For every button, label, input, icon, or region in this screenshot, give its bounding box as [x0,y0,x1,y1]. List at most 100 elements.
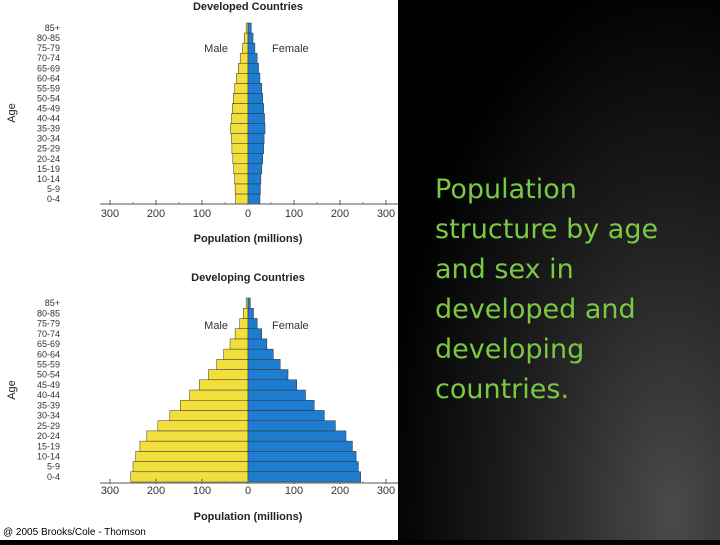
male-bar [235,193,249,205]
female-bar [247,143,264,154]
age-group-label: 45-49 [37,380,60,390]
age-group-label: 30-34 [37,134,60,144]
age-group-label: 20-24 [37,154,60,164]
female-bar [247,173,262,185]
male-bar [135,451,249,462]
male-bar [236,73,249,84]
female-bar [247,420,336,432]
female-bar [247,103,264,114]
x-tick-label: 0 [245,485,251,497]
age-group-label: 5-9 [47,462,60,472]
age-group-label: 40-44 [37,114,60,124]
male-bar [234,183,249,195]
male-bar [234,83,249,94]
x-tick-label: 0 [245,208,251,220]
male-bar [216,359,249,370]
age-group-label: 0-4 [47,194,60,204]
male-bar [230,123,249,134]
female-bar [247,318,258,329]
male-bar [244,32,249,44]
female-bar [247,379,298,391]
x-tick-label: 100 [285,208,303,220]
age-group-label: 45-49 [37,103,60,113]
chart-title: Developed Countries [193,1,303,13]
female-bar [247,83,263,94]
female-bar [247,32,254,44]
age-group-label: 60-64 [37,73,60,83]
male-bar [234,328,249,340]
female-bar [247,430,347,442]
age-group-label: 20-24 [37,431,60,441]
male-bar [234,173,249,185]
female-bar [247,22,252,34]
female-bar [247,369,289,381]
female-bar [247,461,359,473]
male-bar [180,399,249,411]
female-bar [247,193,261,205]
male-bar [239,52,249,64]
x-tick-label: 300 [101,485,119,497]
x-tick-label: 100 [193,485,211,497]
female-bar [247,52,258,64]
female-bar [247,297,251,309]
female-bar [247,338,268,350]
age-group-label: 25-29 [37,421,60,431]
age-group-label: 55-59 [37,83,60,93]
male-label: Male [204,43,228,55]
age-group-label: 10-14 [37,452,60,462]
caption-panel [398,0,720,540]
age-group-label: 85+ [45,298,60,308]
age-group-label: 70-74 [37,53,60,63]
female-bar [247,440,353,452]
male-bar [233,93,249,104]
age-group-label: 75-79 [37,319,60,329]
age-group-label: 10-14 [37,174,60,184]
female-bar [247,410,325,421]
age-group-label: 50-54 [37,93,60,103]
copyright-notice: @ 2005 Brooks/Cole - Thomson [3,527,146,538]
age-group-label: 75-79 [37,43,60,53]
male-bar [130,471,249,483]
female-bar [247,163,263,175]
male-bar [223,348,249,360]
age-group-label: 25-29 [37,144,60,154]
x-tick-label: 200 [331,208,349,220]
x-tick-label: 200 [147,485,165,497]
female-bar [247,183,261,195]
female-bar [247,133,265,144]
age-group-label: 80-85 [37,308,60,318]
male-bar [132,461,249,473]
x-tick-label: 100 [193,208,211,220]
age-group-label: 0-4 [47,472,60,482]
male-bar [229,338,249,350]
x-axis-label: Population (millions) [194,511,303,523]
male-bar [157,420,249,432]
male-bar [233,163,249,175]
female-bar [247,153,263,165]
female-bar [247,123,266,134]
male-bar [139,440,249,452]
male-bar [245,297,249,309]
age-group-label: 35-39 [37,400,60,410]
male-bar [232,153,249,165]
male-bar [231,143,249,154]
female-bar [247,42,256,54]
age-group-label: 30-34 [37,411,60,421]
female-bar [247,328,263,340]
chart-panel: Developed Countries 0-4 5-9 10-14 15-19 20-24… [0,0,398,540]
x-tick-label: 300 [101,208,119,220]
age-group-label: 85+ [45,23,60,33]
male-bar [208,369,249,381]
female-label: Female [272,320,309,332]
female-bar [247,451,357,462]
y-axis-label: Age [6,103,18,123]
female-bar [247,348,274,360]
x-tick-label: 200 [147,208,165,220]
age-group-label: 15-19 [37,441,60,451]
age-group-label: 80-85 [37,33,60,43]
male-bar [231,113,249,124]
age-group-label: 60-64 [37,349,60,359]
male-bar [231,133,249,144]
age-group-label: 5-9 [47,184,60,194]
male-bar [232,103,249,114]
